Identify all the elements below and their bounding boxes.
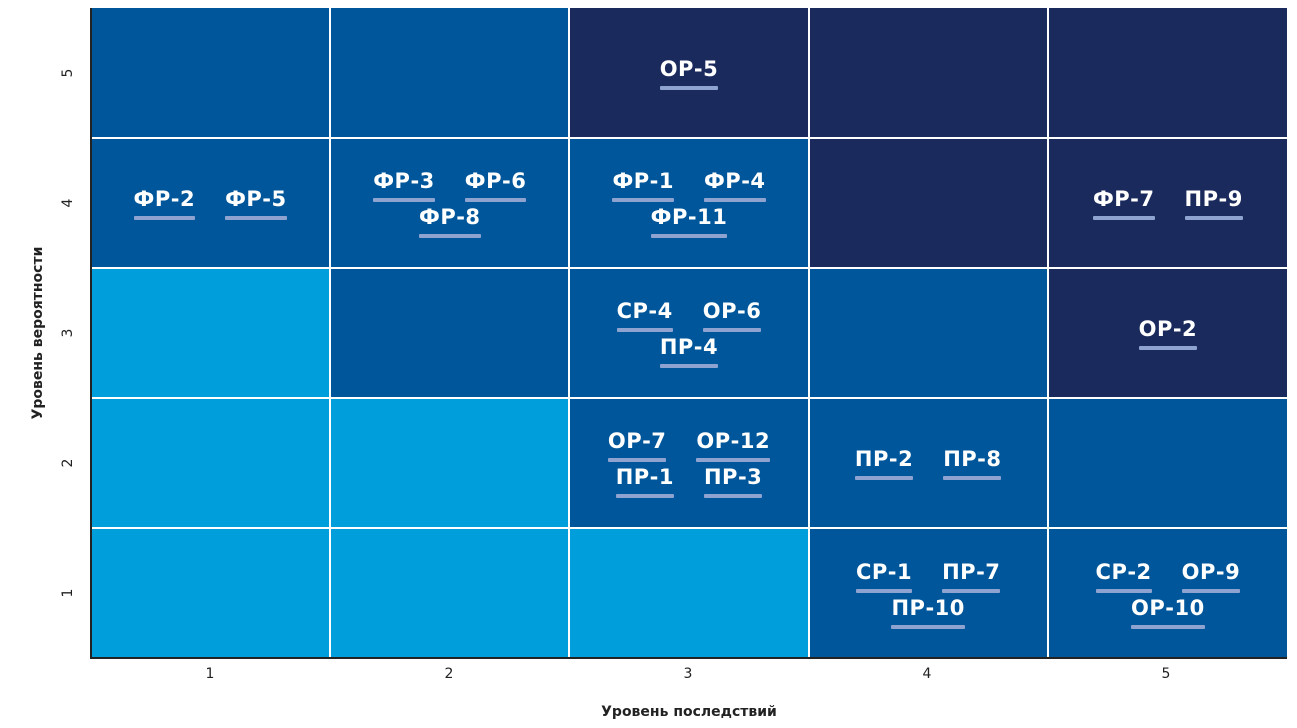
x-axis-title: Уровень последствий (601, 704, 777, 720)
matrix-cell (91, 399, 330, 527)
matrix-cell: ОР-7 ОР-12 ПР-1 ПР-3 (570, 399, 808, 527)
matrix-cell: СР-4 ОР-6 ПР-4 (570, 269, 808, 397)
matrix-cell: ФР-1 ФР-4 ФР-11 (570, 139, 808, 267)
y-tick-label: 1 (60, 588, 76, 598)
risk-label-group: ОР-5 (589, 56, 789, 90)
matrix-cell (570, 529, 808, 658)
risk-label-group: СР-2 ОР-9 ОР-10 (1068, 559, 1268, 629)
risk-label: ФР-7 (1093, 186, 1155, 220)
risk-label: ПР-4 (660, 334, 718, 368)
risk-label-group: ОР-2 (1068, 316, 1268, 350)
matrix-cell: СР-2 ОР-9 ОР-10 (1048, 529, 1287, 658)
risk-label: ОР-6 (703, 298, 762, 332)
risk-label: ПР-2 (855, 446, 913, 480)
y-axis-title: Уровень вероятности (30, 246, 46, 420)
matrix-cell (809, 8, 1047, 137)
risk-label: ФР-1 (612, 168, 674, 202)
risk-label: ПР-1 (616, 464, 674, 498)
risk-label: ПР-9 (1185, 186, 1243, 220)
risk-label-group: ФР-7 ПР-9 (1068, 186, 1268, 220)
x-tick-label: 5 (1161, 666, 1171, 682)
risk-label-group: СР-1 ПР-7 ПР-10 (828, 559, 1028, 629)
matrix-cell (331, 529, 569, 658)
y-axis-line (90, 8, 92, 659)
risk-label: ФР-8 (419, 204, 481, 238)
risk-label-group: ФР-3 ФР-6 ФР-8 (350, 168, 550, 238)
risk-label: ФР-4 (704, 168, 766, 202)
risk-label: ФР-11 (651, 204, 728, 238)
matrix-cell (809, 139, 1047, 267)
risk-matrix: ОР-5 ФР-2 ФР-5 ФР-3 ФР-6 ФР-8 ФР-1 ФР-4 ФР-11 ФР-… (91, 8, 1287, 658)
risk-label: ФР-2 (134, 186, 196, 220)
risk-label: ОР-5 (660, 56, 719, 90)
x-axis-line (90, 657, 1287, 659)
risk-label-group: ПР-2 ПР-8 (828, 446, 1028, 480)
x-tick-label: 1 (205, 666, 215, 682)
matrix-cell: ФР-7 ПР-9 (1048, 139, 1287, 267)
y-tick-label: 5 (60, 68, 76, 78)
matrix-cell (331, 269, 569, 397)
matrix-cell (809, 269, 1047, 397)
y-tick-label: 3 (60, 328, 76, 338)
risk-label: ПР-8 (943, 446, 1001, 480)
matrix-cell (91, 8, 330, 137)
matrix-cell: ФР-2 ФР-5 (91, 139, 330, 267)
risk-label: ФР-5 (225, 186, 287, 220)
risk-label: ОР-10 (1131, 595, 1205, 629)
risk-label: ПР-3 (704, 464, 762, 498)
matrix-cell (331, 399, 569, 527)
matrix-cell: СР-1 ПР-7 ПР-10 (809, 529, 1047, 658)
matrix-cell: ПР-2 ПР-8 (809, 399, 1047, 527)
risk-label: СР-4 (617, 298, 673, 332)
risk-label-group: ФР-2 ФР-5 (110, 186, 310, 220)
matrix-cell (91, 269, 330, 397)
x-tick-label: 3 (683, 666, 693, 682)
matrix-cell (1048, 399, 1287, 527)
risk-label-group: СР-4 ОР-6 ПР-4 (589, 298, 789, 368)
x-tick-label: 2 (444, 666, 454, 682)
matrix-cell: ОР-2 (1048, 269, 1287, 397)
risk-label: СР-2 (1096, 559, 1152, 593)
matrix-cell (91, 529, 330, 658)
risk-label: ПР-10 (891, 595, 964, 629)
risk-label: ОР-7 (608, 428, 667, 462)
risk-label: ОР-9 (1182, 559, 1241, 593)
risk-label: ПР-7 (942, 559, 1000, 593)
risk-label-group: ФР-1 ФР-4 ФР-11 (589, 168, 789, 238)
matrix-cell: ОР-5 (570, 8, 808, 137)
risk-label: ФР-6 (465, 168, 527, 202)
risk-label-group: ОР-7 ОР-12 ПР-1 ПР-3 (589, 428, 789, 498)
matrix-cell: ФР-3 ФР-6 ФР-8 (331, 139, 569, 267)
matrix-cell (1048, 8, 1287, 137)
matrix-cell (331, 8, 569, 137)
risk-label: ОР-2 (1139, 316, 1198, 350)
risk-label: ОР-12 (696, 428, 770, 462)
risk-label: ФР-3 (373, 168, 435, 202)
risk-label: СР-1 (856, 559, 912, 593)
y-tick-label: 4 (60, 198, 76, 208)
x-tick-label: 4 (922, 666, 932, 682)
y-tick-label: 2 (60, 458, 76, 468)
